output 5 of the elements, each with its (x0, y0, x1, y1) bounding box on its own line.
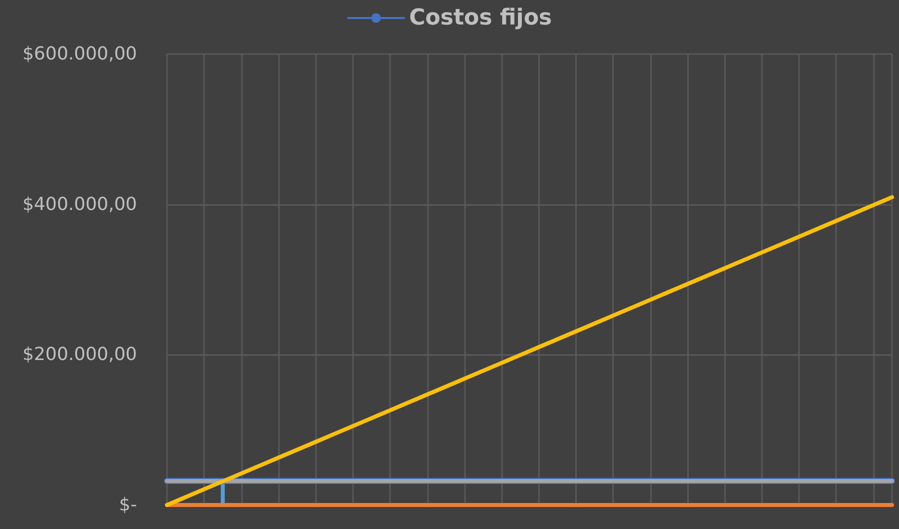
y-tick-label: $400.000,00 (22, 194, 137, 215)
y-tick-label: $- (119, 494, 137, 516)
y-tick-label: $200.000,00 (22, 344, 137, 366)
y-tick-label: $600.000,00 (22, 44, 137, 64)
legend-label: Costos fijos (409, 6, 552, 30)
